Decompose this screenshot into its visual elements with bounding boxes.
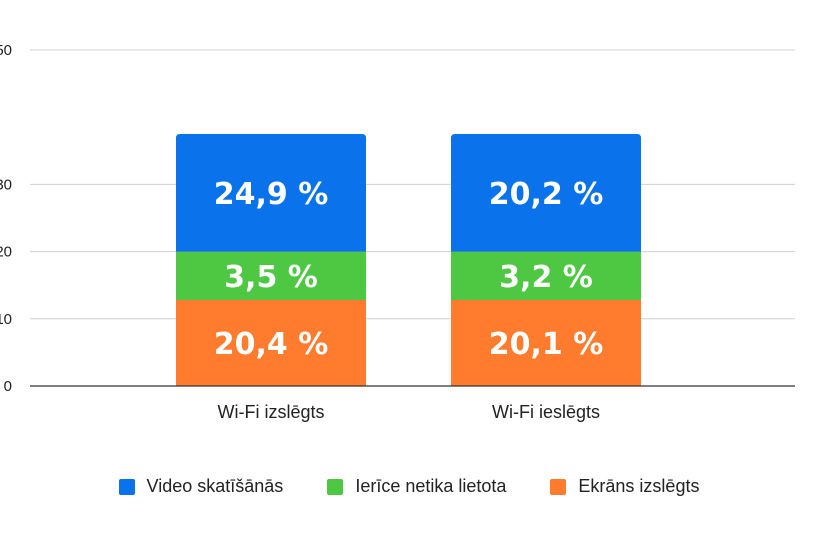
bar-data-label: 20,2 % [489,177,604,212]
y-tick-label: 30 [0,176,12,193]
bar-segment [451,299,641,386]
bar-segment [176,134,366,252]
bar-data-label: 3,2 % [499,260,593,295]
y-axis-ticks: 0 10 20 30 50 [0,42,12,395]
legend-label-screen-off: Ekrāns izslēgts [578,476,700,496]
bar-segment [451,134,641,252]
bar-data-label: 20,1 % [489,327,604,362]
y-tick-label: 0 [4,378,12,395]
legend-item-screen-off: Ekrāns izslēgts [550,476,699,497]
grid-lines [30,49,795,320]
legend: Video skatīšānās Ierīce netika lietota E… [0,476,818,497]
bar-segment [176,251,366,300]
y-tick-label: 20 [0,244,12,261]
y-tick-label: 10 [0,311,12,328]
bar-data-label: 24,9 % [214,177,329,212]
legend-item-video: Video skatīšānās [118,476,284,497]
legend-item-unused: Ierīce netika lietota [327,476,506,497]
x-category-label: Wi-Fi izslēgts [218,402,325,422]
y-tick-label: 50 [0,42,12,59]
bar-segment [176,299,366,386]
bar-segment [451,251,641,300]
legend-swatch-screen-off [550,478,567,495]
legend-swatch-unused [327,478,344,495]
bar-data-label: 20,4 % [214,327,329,362]
legend-label-unused: Ierīce netika lietota [355,476,507,496]
x-category-label: Wi-Fi ieslēgts [492,402,600,422]
x-axis-categories: Wi-Fi izslēgts Wi-Fi ieslēgts [218,402,601,422]
legend-label-video: Video skatīšānās [146,476,284,496]
bar-data-label: 3,5 % [224,260,318,295]
legend-swatch-video [118,478,135,495]
bars: 20,4 % 3,5 % 24,9 % 20,1 % 3,2 % 20,2 % [176,134,641,386]
